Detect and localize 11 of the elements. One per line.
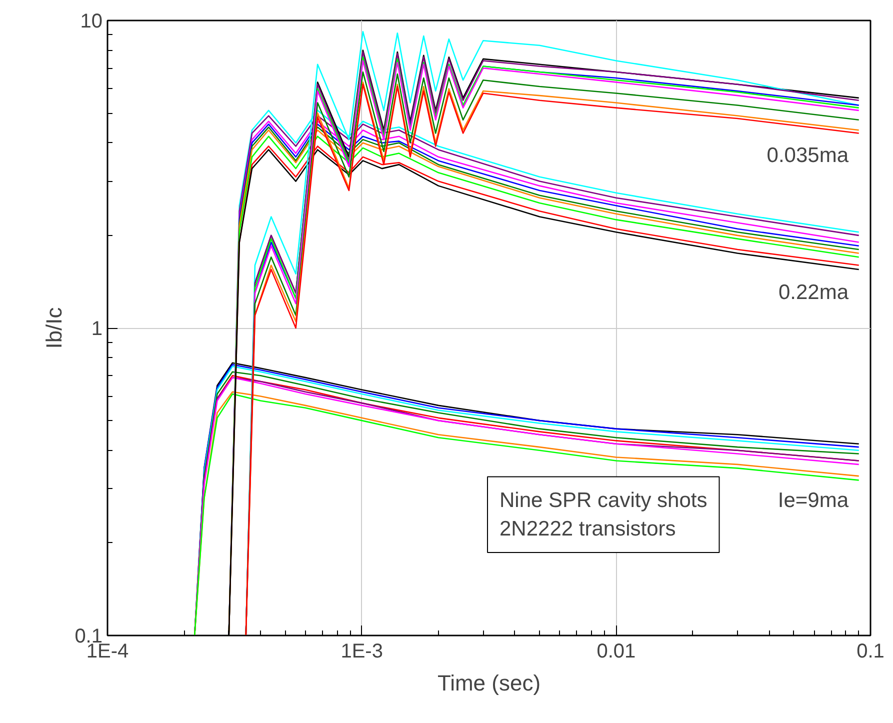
annotation: 0.22ma [778, 281, 849, 304]
y-tick-label: 1 [91, 318, 102, 340]
x-tick-label: 0.1 [856, 640, 884, 662]
y-axis-title: Ib/Ic [42, 307, 67, 349]
annotation: 0.035ma [766, 144, 849, 167]
x-tick-label: 1E-3 [340, 640, 383, 662]
annotation: Ie=9ma [778, 489, 849, 512]
x-axis-title: Time (sec) [437, 670, 541, 696]
x-tick-label: 0.01 [596, 640, 636, 662]
annotation: Nine SPR cavity shots 2N2222 transistors [500, 488, 708, 540]
y-tick-label: 10 [80, 10, 103, 32]
